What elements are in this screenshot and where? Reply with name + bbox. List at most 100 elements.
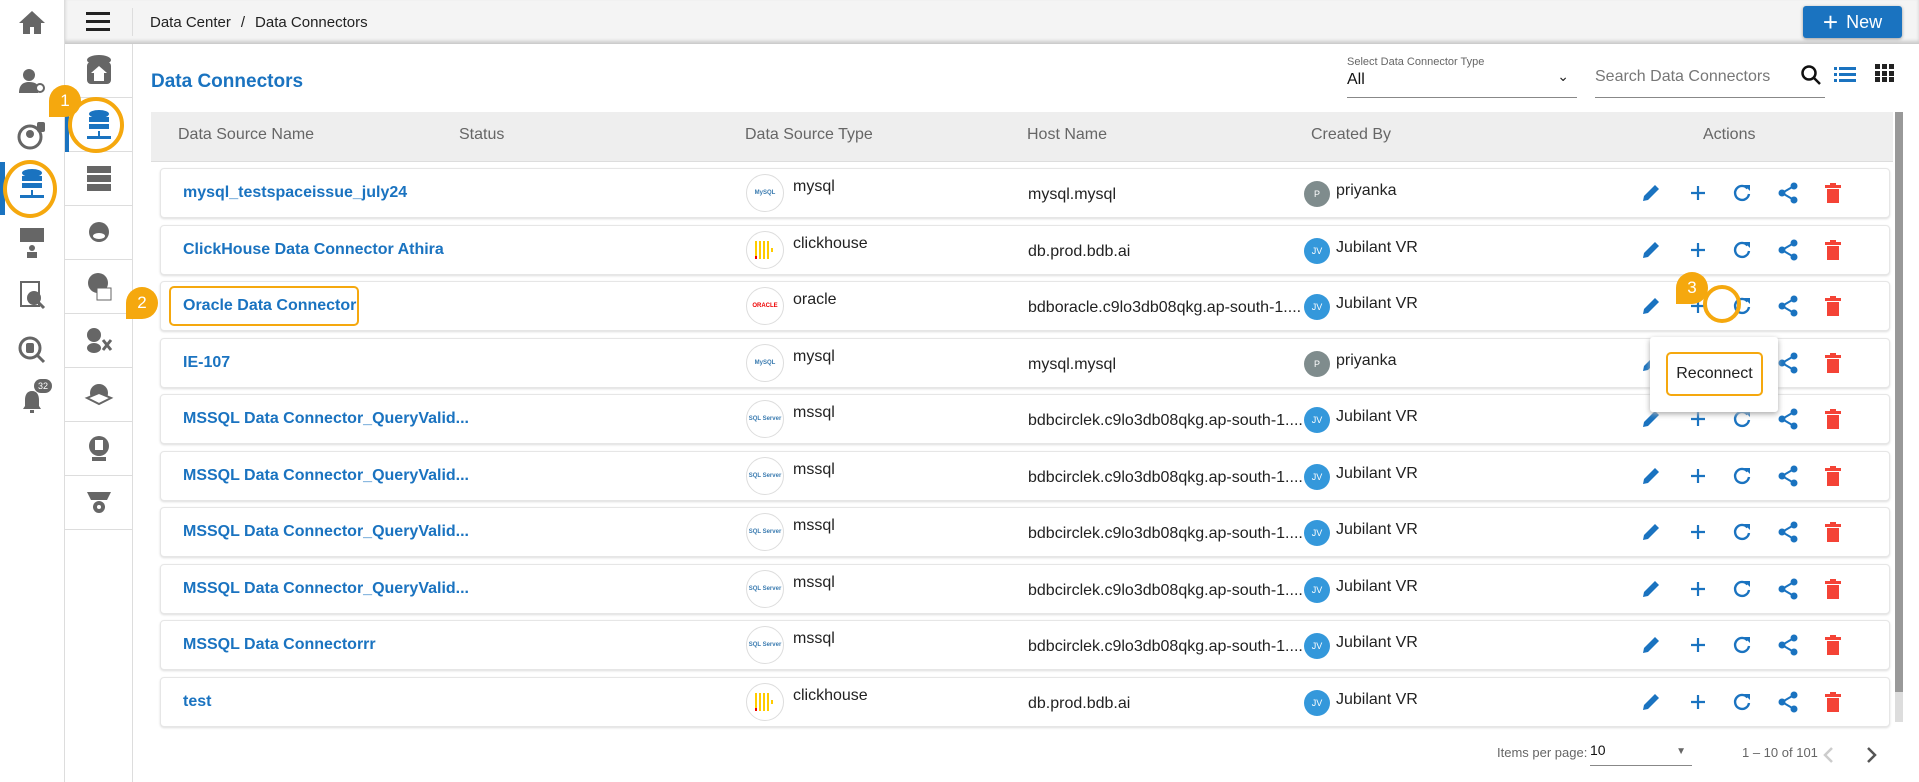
avatar: JV bbox=[1304, 689, 1330, 716]
col-actions: Actions bbox=[1703, 126, 1756, 143]
share-icon[interactable] bbox=[1776, 464, 1800, 488]
user-security-icon[interactable] bbox=[14, 117, 50, 153]
edit-icon[interactable] bbox=[1639, 690, 1663, 714]
delete-icon[interactable] bbox=[1821, 238, 1845, 262]
edit-icon[interactable] bbox=[1639, 577, 1663, 601]
edit-icon[interactable] bbox=[1639, 407, 1663, 431]
created-by: Jubilant VR bbox=[1336, 521, 1418, 538]
delete-icon[interactable] bbox=[1821, 181, 1845, 205]
data-source-name-link[interactable]: Oracle Data Connector bbox=[183, 297, 357, 314]
add-icon[interactable] bbox=[1686, 633, 1710, 657]
subnav-data-center-home[interactable] bbox=[65, 44, 132, 98]
edit-icon[interactable] bbox=[1639, 633, 1663, 657]
prev-page-icon[interactable] bbox=[1822, 746, 1834, 769]
connector-type-select[interactable]: Select Data Connector Type All ⌄ bbox=[1347, 56, 1577, 98]
dropdown-arrow-icon: ▼ bbox=[1676, 746, 1686, 757]
subnav-api[interactable] bbox=[65, 422, 132, 476]
next-page-icon[interactable] bbox=[1866, 746, 1878, 769]
add-icon[interactable] bbox=[1686, 407, 1710, 431]
data-source-name-link[interactable]: mysql_testspaceissue_july24 bbox=[183, 184, 408, 201]
subnav-data-cloud[interactable] bbox=[65, 368, 132, 422]
edit-icon[interactable] bbox=[1639, 181, 1663, 205]
reconnect-icon[interactable] bbox=[1730, 520, 1754, 544]
reconnect-icon[interactable] bbox=[1730, 577, 1754, 601]
share-icon[interactable] bbox=[1776, 294, 1800, 318]
add-icon[interactable] bbox=[1686, 464, 1710, 488]
delete-icon[interactable] bbox=[1821, 351, 1845, 375]
new-button[interactable]: + New bbox=[1803, 6, 1902, 38]
delete-icon[interactable] bbox=[1821, 690, 1845, 714]
items-per-page-label: Items per page: bbox=[1497, 745, 1588, 760]
data-explorer-search-icon[interactable] bbox=[14, 332, 50, 368]
add-icon[interactable] bbox=[1686, 690, 1710, 714]
notifications-bell-icon[interactable]: 32 bbox=[14, 379, 53, 419]
data-source-name-link[interactable]: ClickHouse Data Connector Athira bbox=[183, 240, 444, 258]
data-source-name-link[interactable]: IE-107 bbox=[183, 353, 231, 371]
logo-text: SQL Server bbox=[748, 472, 782, 479]
add-icon[interactable] bbox=[1686, 181, 1710, 205]
add-icon[interactable] bbox=[1686, 520, 1710, 544]
cloud-database-icon bbox=[88, 221, 109, 242]
subnav-settings[interactable] bbox=[65, 476, 132, 530]
data-source-name-link[interactable]: test bbox=[183, 692, 212, 710]
reconnect-icon[interactable] bbox=[1730, 407, 1754, 431]
items-per-page-select[interactable]: 10 ▼ bbox=[1590, 742, 1692, 766]
edit-icon[interactable] bbox=[1639, 294, 1663, 318]
edit-icon[interactable] bbox=[1639, 238, 1663, 262]
share-icon[interactable] bbox=[1776, 633, 1800, 657]
data-source-name-link[interactable]: MSSQL Data Connector_QueryValid... bbox=[183, 523, 469, 540]
subnav-data-as-api[interactable] bbox=[65, 260, 132, 314]
share-icon[interactable] bbox=[1776, 520, 1800, 544]
delete-icon[interactable] bbox=[1821, 407, 1845, 431]
data-source-name-link[interactable]: MSSQL Data Connector_QueryValid... bbox=[183, 410, 469, 427]
edit-icon[interactable] bbox=[1639, 520, 1663, 544]
share-icon[interactable] bbox=[1776, 351, 1800, 375]
col-status[interactable]: Status bbox=[459, 126, 505, 143]
storage-gear-icon bbox=[86, 491, 111, 513]
hamburger-menu-icon[interactable] bbox=[86, 12, 110, 32]
mysql-logo-icon: MySQL bbox=[746, 343, 784, 382]
breadcrumb-data-center[interactable]: Data Center bbox=[150, 14, 231, 31]
delete-icon[interactable] bbox=[1821, 577, 1845, 601]
reconnect-icon[interactable] bbox=[1730, 690, 1754, 714]
logo-text: SQL Server bbox=[748, 416, 782, 422]
share-icon[interactable] bbox=[1776, 181, 1800, 205]
col-host-name[interactable]: Host Name bbox=[1027, 126, 1108, 143]
share-icon[interactable] bbox=[1776, 577, 1800, 601]
reconnect-icon[interactable] bbox=[1730, 464, 1754, 488]
user-settings-icon[interactable] bbox=[14, 63, 50, 99]
list-view-icon[interactable] bbox=[1834, 66, 1856, 87]
delete-icon[interactable] bbox=[1821, 294, 1845, 318]
col-data-source-name[interactable]: Data Source Name bbox=[178, 126, 315, 143]
subnav-data-stores[interactable] bbox=[65, 152, 132, 206]
home-icon[interactable] bbox=[14, 4, 50, 40]
share-icon[interactable] bbox=[1776, 238, 1800, 262]
plus-icon: + bbox=[1822, 7, 1839, 37]
reconnect-icon[interactable] bbox=[1730, 181, 1754, 205]
delete-icon[interactable] bbox=[1821, 633, 1845, 657]
logo-text: MySQL bbox=[754, 190, 776, 196]
edit-icon[interactable] bbox=[1639, 464, 1663, 488]
data-source-name-link[interactable]: MSSQL Data Connector_QueryValid... bbox=[183, 466, 469, 484]
subnav-data-sets[interactable] bbox=[65, 206, 132, 260]
delete-icon[interactable] bbox=[1821, 520, 1845, 544]
reconnect-icon[interactable] bbox=[1730, 238, 1754, 262]
data-search-report-icon[interactable] bbox=[14, 277, 50, 313]
search-input[interactable]: Search Data Connectors bbox=[1595, 56, 1825, 98]
grid-view-icon[interactable] bbox=[1875, 64, 1894, 87]
reconnect-icon[interactable] bbox=[1730, 633, 1754, 657]
delete-icon[interactable] bbox=[1821, 464, 1845, 488]
col-data-source-type[interactable]: Data Source Type bbox=[745, 126, 873, 143]
table-scrollbar[interactable] bbox=[1895, 112, 1903, 722]
data-source-type: mssql bbox=[793, 630, 835, 647]
search-icon[interactable] bbox=[1800, 64, 1822, 91]
add-icon[interactable] bbox=[1686, 238, 1710, 262]
data-source-name-link[interactable]: MSSQL Data Connectorrr bbox=[183, 636, 376, 653]
share-icon[interactable] bbox=[1776, 690, 1800, 714]
data-source-name-link[interactable]: MSSQL Data Connector_QueryValid... bbox=[183, 579, 469, 597]
dashboard-presenter-icon[interactable] bbox=[14, 224, 50, 260]
subnav-data-sandbox[interactable] bbox=[65, 314, 132, 368]
add-icon[interactable] bbox=[1686, 577, 1710, 601]
share-icon[interactable] bbox=[1776, 407, 1800, 431]
avatar: JV bbox=[1304, 294, 1330, 320]
